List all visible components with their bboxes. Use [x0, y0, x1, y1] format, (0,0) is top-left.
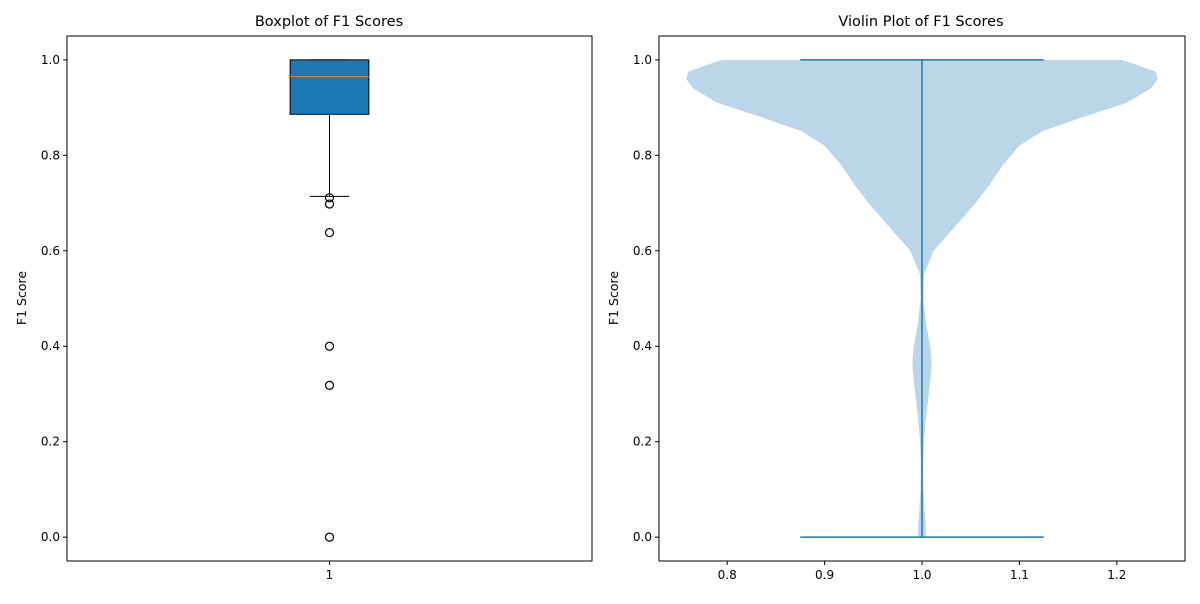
violin-ytick-label: 0.8: [633, 148, 652, 162]
boxplot-axes-frame: [66, 35, 593, 562]
violin-ytick-label: 0.0: [633, 530, 652, 544]
boxplot-panel: Boxplot of F1 Scores F1 Score 0.0 0.2 0.4 0…: [14, 14, 593, 582]
violin-ytick-label: 0.6: [633, 244, 652, 258]
violin-xtick-label: 0.9: [815, 568, 834, 582]
boxplot-ytick-label: 0.2: [41, 435, 60, 449]
violin-ylabel: F1 Score: [606, 271, 621, 325]
violin-ytick-label: 1.0: [633, 53, 652, 67]
violin-xtick-label: 0.8: [718, 568, 737, 582]
boxplot-outlier-point: [324, 193, 335, 203]
violin-ytick-label: 0.2: [633, 435, 652, 449]
boxplot-ytick-label: 1.0: [41, 53, 60, 67]
violin-title: Violin Plot of F1 Scores: [838, 14, 1003, 30]
boxplot-outlier-point: [324, 228, 335, 238]
boxplot-xtick-label: 1: [326, 568, 334, 582]
violin-panel: Violin Plot of F1 Scores F1 Score 0.0 0.2…: [606, 14, 1186, 582]
boxplot-outlier-point: [324, 532, 335, 542]
boxplot-title: Boxplot of F1 Scores: [255, 14, 403, 30]
violin-axes-frame: [658, 35, 1186, 562]
boxplot-ytick-label: 0.4: [41, 339, 60, 353]
boxplot-outlier-point: [324, 341, 335, 351]
boxplot-ytick-label: 0.0: [41, 530, 60, 544]
boxplot-ytick-label: 0.8: [41, 148, 60, 162]
violin-ytick-label: 0.4: [633, 339, 652, 353]
boxplot-ytick-label: 0.6: [41, 244, 60, 258]
boxplot-outlier-point: [324, 380, 335, 390]
boxplot-outlier-point: [324, 199, 335, 209]
violin-xtick-label: 1.1: [1010, 568, 1029, 582]
violin-xtick-label: 1.0: [912, 568, 931, 582]
boxplot-ylabel: F1 Score: [14, 271, 29, 325]
violin-xtick-label: 1.2: [1107, 568, 1126, 582]
boxplot-box: [289, 59, 370, 115]
